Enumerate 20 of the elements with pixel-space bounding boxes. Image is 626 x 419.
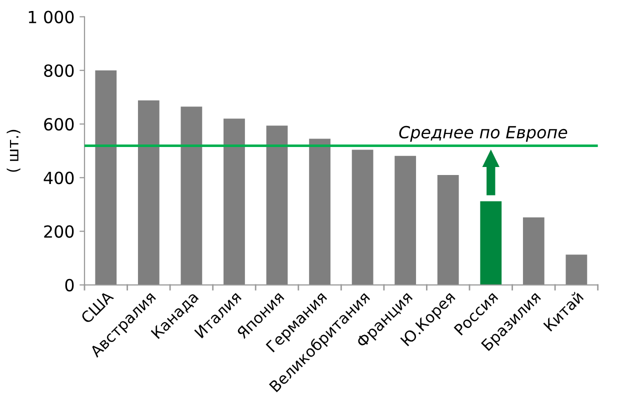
- bar: [566, 254, 588, 285]
- bar: [480, 201, 502, 285]
- bar: [352, 150, 374, 285]
- y-tick-label: 400: [44, 172, 74, 184]
- y-axis-title: ( шт.): [6, 130, 20, 172]
- bar: [266, 126, 288, 285]
- ref-line-label: Среднее по Европе: [399, 126, 568, 142]
- bar: [309, 138, 330, 285]
- y-tick-label: 1 000: [28, 10, 74, 24]
- bar: [394, 156, 416, 285]
- y-tick-label: 200: [44, 225, 74, 238]
- y-tick-label: 0: [65, 278, 74, 292]
- bar: [95, 70, 117, 285]
- bar: [522, 217, 544, 285]
- bar: [437, 174, 459, 285]
- y-tick-label: 600: [44, 118, 74, 131]
- bar: [224, 118, 245, 285]
- bar: [138, 100, 160, 285]
- y-tick-label: 800: [44, 64, 74, 77]
- bar: [180, 106, 202, 285]
